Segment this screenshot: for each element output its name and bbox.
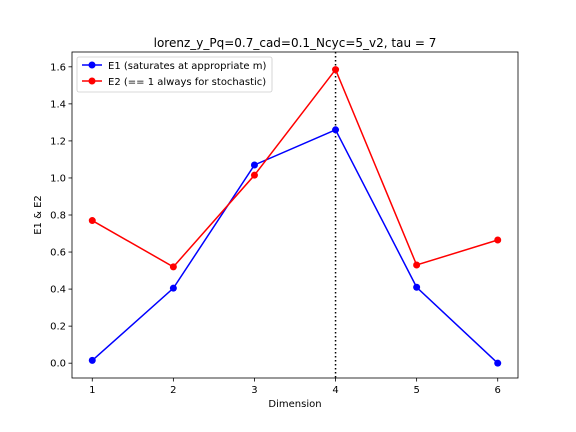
legend: E1 (saturates at appropriate m) E2 (== 1… bbox=[77, 57, 272, 92]
data-point-e1 bbox=[251, 161, 258, 168]
data-point-e2 bbox=[413, 262, 420, 269]
legend-marker-e2 bbox=[89, 78, 96, 85]
y-tick-label: 1.0 bbox=[50, 173, 66, 184]
y-tick-label: 0.4 bbox=[50, 285, 66, 296]
x-axis-label: Dimension bbox=[268, 399, 321, 410]
y-tick-label: 1.2 bbox=[50, 136, 66, 147]
y-tick-label: 1.4 bbox=[50, 99, 66, 110]
data-point-e1 bbox=[413, 284, 420, 291]
legend-label-e1: E1 (saturates at appropriate m) bbox=[108, 61, 266, 72]
legend-marker-e1 bbox=[89, 62, 96, 69]
chart-title: lorenz_y_Pq=0.7_cad=0.1_Ncyc=5_v2, tau =… bbox=[154, 36, 437, 50]
legend-label-e2: E2 (== 1 always for stochastic) bbox=[108, 77, 266, 88]
y-tick-label: 0.0 bbox=[50, 359, 66, 370]
x-tick-label: 2 bbox=[170, 385, 176, 396]
x-tick-label: 4 bbox=[332, 385, 338, 396]
data-point-e2 bbox=[89, 217, 96, 224]
y-tick-label: 0.6 bbox=[50, 248, 66, 259]
data-point-e2 bbox=[170, 263, 177, 270]
y-tick-label: 0.8 bbox=[50, 211, 66, 222]
y-tick-label: 1.6 bbox=[50, 62, 66, 73]
data-point-e2 bbox=[251, 172, 258, 179]
data-point-e1 bbox=[170, 285, 177, 292]
data-point-e2 bbox=[494, 237, 501, 244]
y-tick-label: 0.2 bbox=[50, 322, 66, 333]
data-point-e1 bbox=[332, 126, 339, 133]
x-tick-label: 6 bbox=[495, 385, 501, 396]
x-tick-label: 1 bbox=[89, 385, 95, 396]
x-tick-label: 5 bbox=[413, 385, 419, 396]
x-tick-label: 3 bbox=[251, 385, 257, 396]
data-point-e1 bbox=[494, 360, 501, 367]
data-point-e2 bbox=[332, 66, 339, 73]
y-axis-label: E1 & E2 bbox=[33, 195, 44, 235]
data-point-e1 bbox=[89, 357, 96, 364]
